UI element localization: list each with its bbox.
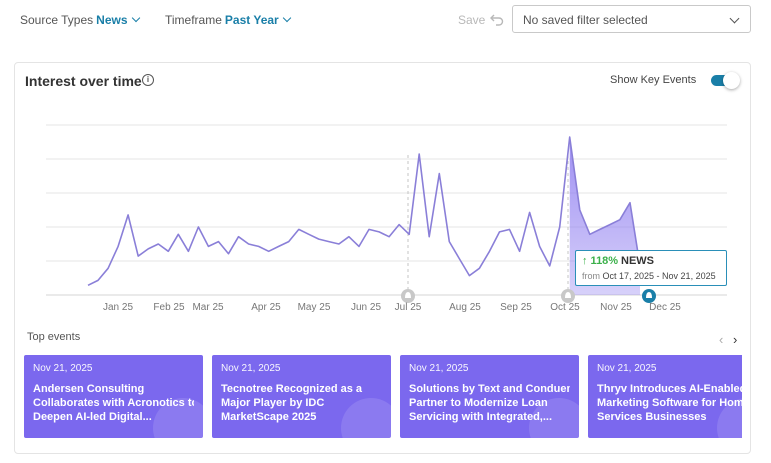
timeframe-filter[interactable]: Timeframe Past Year xyxy=(165,13,291,27)
x-tick-label: Jun 25 xyxy=(351,302,381,313)
x-tick-label: Sep 25 xyxy=(500,302,532,313)
x-tick-label: Dec 25 xyxy=(649,302,681,313)
event-headline-line: Deepen AI-led Digital... xyxy=(33,411,152,423)
x-tick-label: Oct 25 xyxy=(550,302,580,313)
chevron-down-icon xyxy=(131,13,140,23)
filter-bar: Source Types News Timeframe Past Year Save… xyxy=(0,0,771,42)
bell-icon xyxy=(405,292,411,298)
saved-filter-select[interactable]: No saved filter selected xyxy=(512,5,751,33)
event-headline-line: Tecnotree Recognized as a xyxy=(221,383,363,395)
tooltip-from-label: from xyxy=(582,271,600,281)
x-tick-label: May 25 xyxy=(298,302,331,313)
show-key-events-toggle[interactable] xyxy=(711,71,741,89)
x-tick-label: Nov 25 xyxy=(600,302,632,313)
event-card[interactable]: Nov 21, 2025 Tecnotree Recognized as a Maj… xyxy=(212,355,391,438)
chevron-left-icon[interactable]: ‹ xyxy=(719,332,724,347)
x-tick-label: Jan 25 xyxy=(103,302,133,313)
event-headline-line: Major Player by IDC xyxy=(221,397,325,409)
info-icon[interactable]: i xyxy=(142,74,154,86)
event-headline: Solutions by Text and Conduent Partner to… xyxy=(409,382,570,424)
chevron-down-icon xyxy=(729,13,740,24)
chevron-down-icon xyxy=(282,13,291,23)
tooltip-range: Oct 17, 2025 - Nov 21, 2025 xyxy=(602,271,716,281)
tooltip-change: ↑ 118% xyxy=(582,255,619,267)
chart-tooltip: ↑ 118% NEWS from Oct 17, 2025 - Nov 21, … xyxy=(575,250,727,286)
tooltip-source: NEWS xyxy=(621,255,654,267)
card-title: Interest over time xyxy=(25,73,142,89)
source-types-value: News xyxy=(96,13,128,27)
x-tick-label: Apr 25 xyxy=(251,302,281,313)
event-card[interactable]: Nov 21, 2025 Andersen Consulting Collabora… xyxy=(24,355,203,438)
event-date: Nov 21, 2025 xyxy=(33,363,93,374)
saved-filter-value: No saved filter selected xyxy=(523,13,648,27)
x-tick-label: Aug 25 xyxy=(449,302,481,313)
event-headline-line: Marketing Software for Home xyxy=(597,397,742,409)
event-headline: Andersen Consulting Collaborates with Acr… xyxy=(33,382,194,424)
event-headline-line: Partner to Modernize Loan xyxy=(409,397,548,409)
event-headline: Tecnotree Recognized as a Major Player by… xyxy=(221,382,382,424)
save-button[interactable]: Save xyxy=(458,13,486,27)
chevron-right-icon[interactable]: › xyxy=(733,332,738,347)
event-headline-line: Thryv Introduces AI-Enabled xyxy=(597,383,742,395)
series-line xyxy=(87,136,641,287)
x-tick-label: Mar 25 xyxy=(192,302,224,313)
x-tick-label: Feb 25 xyxy=(153,302,185,313)
event-headline: Thryv Introduces AI-Enabled Marketing Sof… xyxy=(597,382,742,424)
event-headline-line: Solutions by Text and Conduent xyxy=(409,383,570,395)
bell-icon xyxy=(646,292,652,298)
event-card[interactable]: Nov 21, 2025 Solutions by Text and Condue… xyxy=(400,355,579,438)
undo-icon[interactable] xyxy=(489,11,505,27)
source-types-label: Source Types xyxy=(20,13,94,27)
event-date: Nov 21, 2025 xyxy=(221,363,281,374)
interest-over-time-card: Interest over time i Show Key Events Jan… xyxy=(14,62,751,454)
source-types-filter[interactable]: Source Types News xyxy=(20,13,140,27)
event-date: Nov 21, 2025 xyxy=(597,363,657,374)
event-headline-line: Servicing with Integrated,... xyxy=(409,411,553,423)
x-tick-label: Jul 25 xyxy=(395,302,422,313)
top-events-label: Top events xyxy=(27,331,81,343)
show-key-events-label: Show Key Events xyxy=(610,74,697,86)
timeframe-value: Past Year xyxy=(224,13,279,27)
event-headline-line: Services Businesses xyxy=(597,411,707,423)
event-card[interactable]: Nov 21, 2025 Thryv Introduces AI-Enabled M… xyxy=(588,355,742,438)
event-headline-line: MarketScape 2025 xyxy=(221,411,317,423)
event-headline-line: Collaborates with Acronotics to xyxy=(33,397,194,409)
event-date: Nov 21, 2025 xyxy=(409,363,469,374)
bell-icon xyxy=(565,292,571,298)
timeframe-label: Timeframe xyxy=(165,13,222,27)
event-headline-line: Andersen Consulting xyxy=(33,383,145,395)
tooltip-range-line: from Oct 17, 2025 - Nov 21, 2025 xyxy=(582,271,716,281)
top-events-list: Nov 21, 2025 Andersen Consulting Collabora… xyxy=(24,355,742,438)
toggle-knob xyxy=(723,72,740,89)
